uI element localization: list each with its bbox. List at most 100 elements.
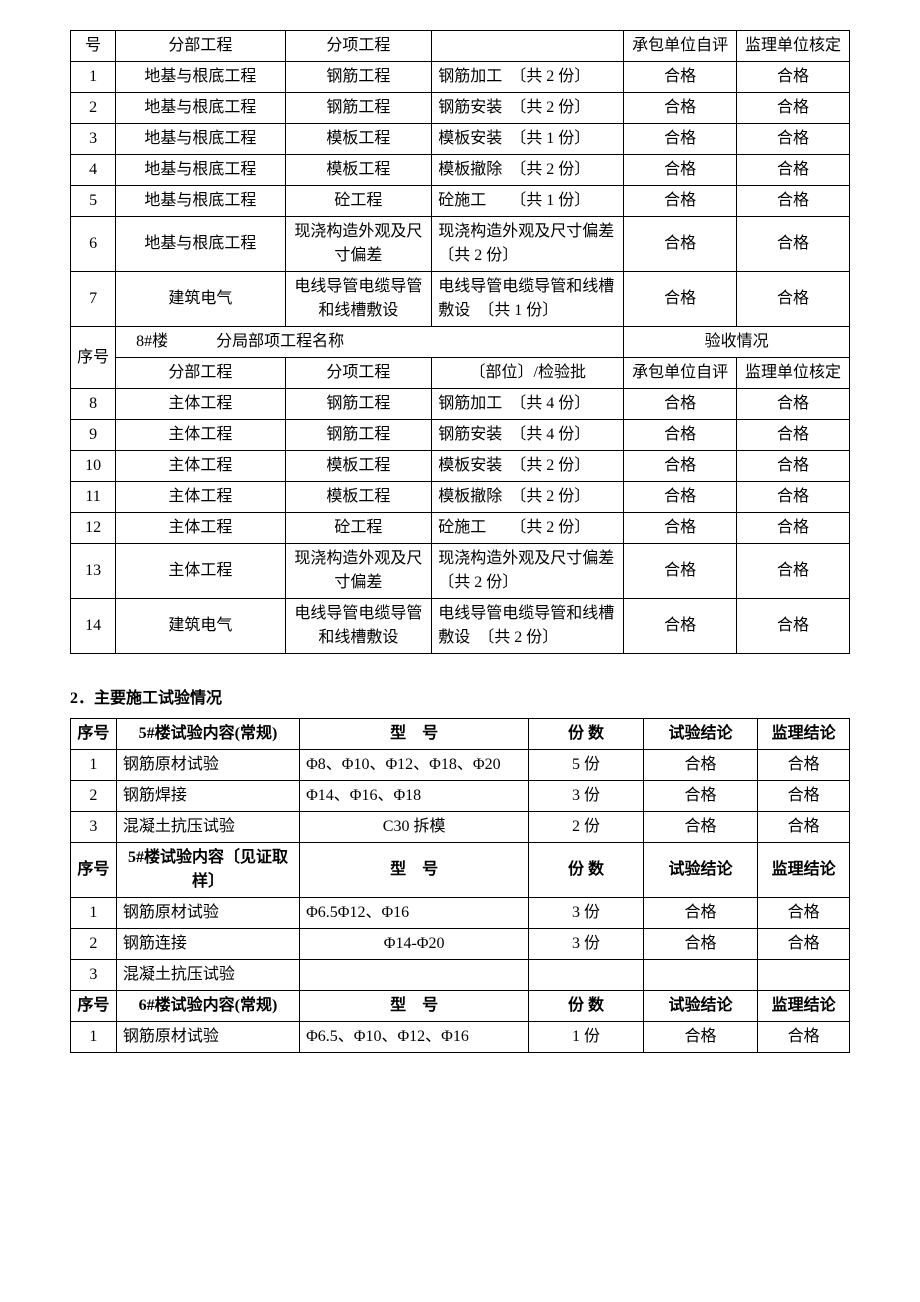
table-cell: 合格 (737, 155, 850, 186)
table-cell: 合格 (643, 1022, 758, 1053)
table-cell: 2 (71, 781, 117, 812)
table-cell: 1 (71, 898, 117, 929)
table-cell: 合格 (624, 155, 737, 186)
table1-subheader-cell: 监理单位核定 (737, 358, 850, 389)
table-cell: 模板工程 (285, 124, 432, 155)
table-cell: 3 (71, 960, 117, 991)
table-cell: 3 份 (529, 898, 644, 929)
table-cell: 合格 (758, 812, 850, 843)
table2-header-cell: 份 数 (529, 843, 644, 898)
table-cell: 钢筋工程 (285, 62, 432, 93)
table-cell: 11 (71, 482, 116, 513)
table-cell: 合格 (624, 389, 737, 420)
table-cell: 砼施工 〔共 1 份〕 (432, 186, 624, 217)
table-cell: 主体工程 (116, 389, 285, 420)
table-cell: 合格 (643, 929, 758, 960)
table-cell: 合格 (624, 272, 737, 327)
table-cell: 14 (71, 599, 116, 654)
table-row: 8主体工程钢筋工程钢筋加工 〔共 4 份〕合格合格 (71, 389, 850, 420)
table2-header-row: 序号6#楼试验内容(常规)型 号份 数试验结论监理结论 (71, 991, 850, 1022)
table-cell: 地基与根底工程 (116, 155, 285, 186)
table-cell: 合格 (643, 750, 758, 781)
table-cell: Φ14、Φ16、Φ18 (300, 781, 529, 812)
table-cell: 12 (71, 513, 116, 544)
table-row: 12主体工程砼工程砼施工 〔共 2 份〕合格合格 (71, 513, 850, 544)
table-cell: 合格 (758, 929, 850, 960)
table1-subheader-cell: 〔部位〕/检验批 (432, 358, 624, 389)
table-row: 2地基与根底工程钢筋工程钢筋安装 〔共 2 份〕合格合格 (71, 93, 850, 124)
table2-header-cell: 份 数 (529, 719, 644, 750)
table-row: 1钢筋原材试验Φ6.5、Φ10、Φ12、Φ161 份合格合格 (71, 1022, 850, 1053)
table-cell: 3 份 (529, 929, 644, 960)
table-row: 5地基与根底工程砼工程砼施工 〔共 1 份〕合格合格 (71, 186, 850, 217)
table-cell: Φ8、Φ10、Φ12、Φ18、Φ20 (300, 750, 529, 781)
table-cell: 合格 (643, 898, 758, 929)
table-cell: 模板撤除 〔共 2 份〕 (432, 155, 624, 186)
table2-header-cell: 监理结论 (758, 843, 850, 898)
table-cell: 5 (71, 186, 116, 217)
table1-header-cell: 分项工程 (285, 31, 432, 62)
table-cell: 电线导管电缆导管和线槽敷设 〔共 2 份〕 (432, 599, 624, 654)
table-cell: 合格 (758, 781, 850, 812)
table-cell: 钢筋原材试验 (116, 1022, 299, 1053)
table-cell: 合格 (737, 544, 850, 599)
table-row: 3混凝土抗压试验 (71, 960, 850, 991)
table-row: 11主体工程模板工程模板撤除 〔共 2 份〕合格合格 (71, 482, 850, 513)
table-cell (300, 960, 529, 991)
table1-header-cell: 监理单位核定 (737, 31, 850, 62)
table-cell: 主体工程 (116, 420, 285, 451)
table-cell: 6 (71, 217, 116, 272)
table-row: 2钢筋焊接Φ14、Φ16、Φ183 份合格合格 (71, 781, 850, 812)
table-cell: 地基与根底工程 (116, 62, 285, 93)
table2-header-cell: 序号 (71, 719, 117, 750)
table-cell: 5 份 (529, 750, 644, 781)
table-row: 2钢筋连接Φ14-Φ203 份合格合格 (71, 929, 850, 960)
table-cell: 合格 (737, 599, 850, 654)
table1-subheader-cell: 分项工程 (285, 358, 432, 389)
table2-header-cell: 监理结论 (758, 719, 850, 750)
table-cell: 建筑电气 (116, 599, 285, 654)
table-cell: 13 (71, 544, 116, 599)
table-cell (758, 960, 850, 991)
table-cell: 现浇构造外观及尺寸偏差 〔共 2 份〕 (432, 544, 624, 599)
table-cell: 混凝土抗压试验 (116, 812, 299, 843)
table1-header-cell: 号 (71, 31, 116, 62)
table-cell: Φ6.5Φ12、Φ16 (300, 898, 529, 929)
table-cell: 现浇构造外观及尺寸偏差 (285, 544, 432, 599)
table-cell: 合格 (737, 124, 850, 155)
table-cell: 钢筋原材试验 (116, 750, 299, 781)
table-cell: 钢筋工程 (285, 93, 432, 124)
table-cell: 合格 (624, 451, 737, 482)
table-cell: 合格 (737, 513, 850, 544)
table-cell: 模板工程 (285, 451, 432, 482)
table-cell: 2 (71, 929, 117, 960)
table-cell: 合格 (624, 93, 737, 124)
table-row: 4地基与根底工程模板工程模板撤除 〔共 2 份〕合格合格 (71, 155, 850, 186)
table-row: 14建筑电气电线导管电缆导管和线槽敷设电线导管电缆导管和线槽敷设 〔共 2 份〕… (71, 599, 850, 654)
table-cell: Φ6.5、Φ10、Φ12、Φ16 (300, 1022, 529, 1053)
table-row: 9主体工程钢筋工程钢筋安装 〔共 4 份〕合格合格 (71, 420, 850, 451)
table-cell: 主体工程 (116, 513, 285, 544)
table2-header-cell: 型 号 (300, 719, 529, 750)
test-table-2: 序号5#楼试验内容(常规)型 号份 数试验结论监理结论1钢筋原材试验Φ8、Φ10… (70, 718, 850, 1053)
table-cell: 钢筋加工 〔共 2 份〕 (432, 62, 624, 93)
table-row: 1地基与根底工程钢筋工程钢筋加工 〔共 2 份〕合格合格 (71, 62, 850, 93)
table-cell: 合格 (737, 451, 850, 482)
table-cell: 合格 (643, 781, 758, 812)
table-cell: 钢筋安装 〔共 2 份〕 (432, 93, 624, 124)
table-cell: 合格 (758, 1022, 850, 1053)
table1-header-cell: 分部工程 (116, 31, 285, 62)
table-cell: 砼工程 (285, 513, 432, 544)
table-cell: 合格 (737, 62, 850, 93)
table2-header-row: 序号5#楼试验内容〔见证取样〕型 号份 数试验结论监理结论 (71, 843, 850, 898)
table-cell: C30 拆模 (300, 812, 529, 843)
table-row: 1钢筋原材试验Φ6.5Φ12、Φ163 份合格合格 (71, 898, 850, 929)
table2-header-cell: 5#楼试验内容(常规) (116, 719, 299, 750)
table2-header-cell: 6#楼试验内容(常规) (116, 991, 299, 1022)
table-cell: 合格 (737, 420, 850, 451)
table2-header-cell: 5#楼试验内容〔见证取样〕 (116, 843, 299, 898)
table-cell: 现浇构造外观及尺寸偏差 (285, 217, 432, 272)
table-cell: 合格 (737, 186, 850, 217)
table-row: 6地基与根底工程现浇构造外观及尺寸偏差现浇构造外观及尺寸偏差 〔共 2 份〕合格… (71, 217, 850, 272)
table-cell: 合格 (737, 482, 850, 513)
